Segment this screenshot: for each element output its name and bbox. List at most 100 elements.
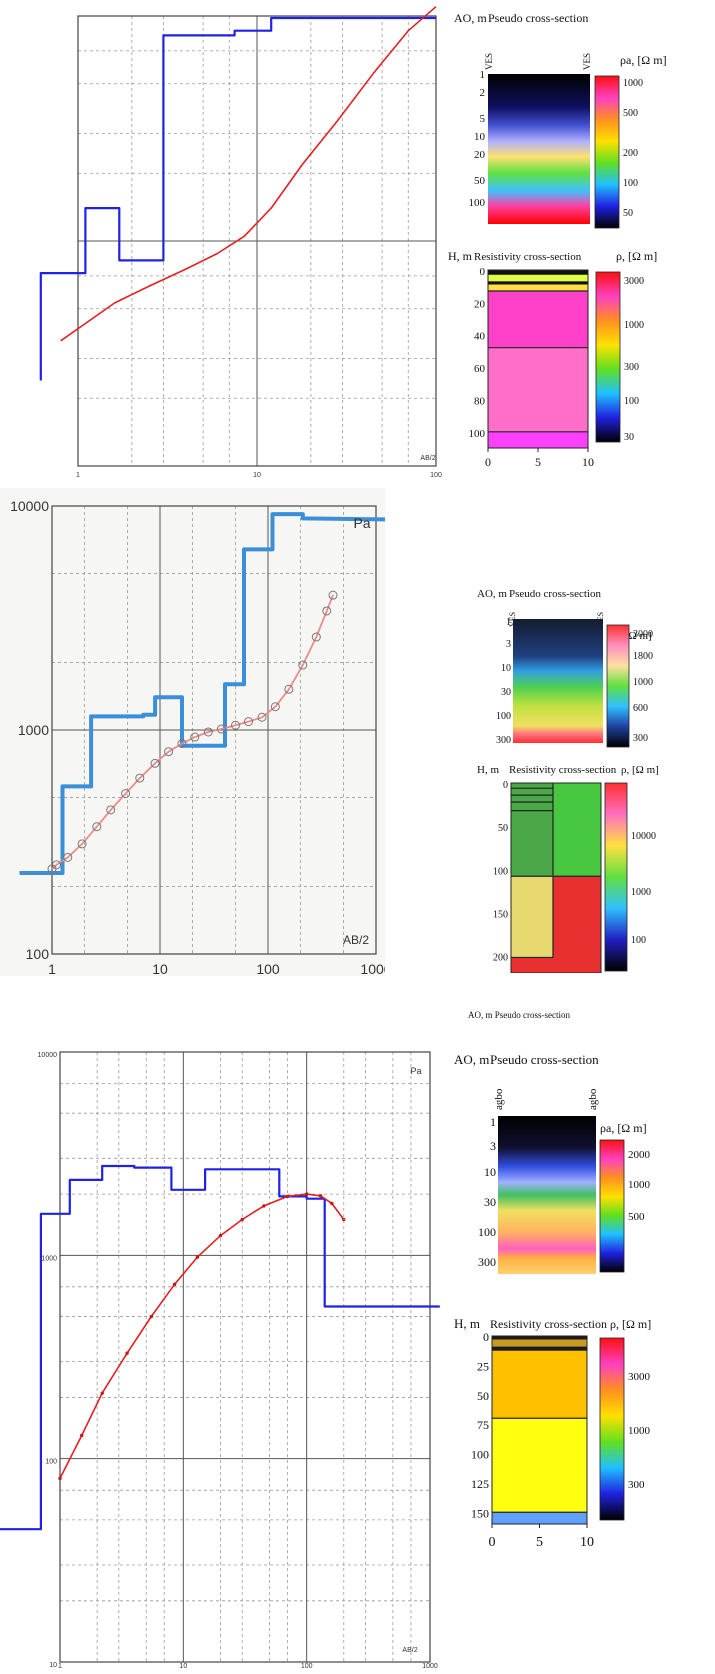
- series-line-2: [60, 6, 437, 342]
- depth-tick-label: 3: [506, 639, 511, 650]
- depth-tick-label: 25: [477, 1359, 489, 1373]
- x-tick-label: 1000: [360, 961, 385, 976]
- depth-tick-label: 200: [493, 953, 508, 964]
- series-line-1: [39, 16, 436, 381]
- data-point: [164, 747, 174, 757]
- scale-tick-label: 500: [628, 1211, 645, 1223]
- panel-title: Pseudo cross-section: [488, 11, 588, 25]
- left-label: agbo: [493, 1088, 505, 1110]
- scale-tick-label: 1000: [628, 1425, 651, 1437]
- section-frame: [510, 782, 602, 973]
- scale-tick-label: 1000: [631, 887, 651, 898]
- series-label: Pa: [353, 515, 370, 531]
- panel-title: Resistivity cross-section: [509, 764, 617, 776]
- depth-tick-label: 150: [493, 910, 508, 921]
- data-point: [257, 712, 267, 722]
- x-tick-label: 10: [179, 1663, 187, 1670]
- color-scale-bar: [599, 1337, 625, 1521]
- layer: [488, 291, 588, 348]
- x-tick-label: 5: [535, 455, 541, 469]
- ves-curve-2: 1 10 100 1000 100 1000 10000 Pa AB/2: [0, 488, 385, 976]
- panel-title: Pseudo cross-section: [509, 588, 601, 600]
- data-point: [135, 773, 145, 783]
- depth-tick-label: 300: [478, 1255, 496, 1269]
- y-tick-label: 10000: [10, 498, 49, 514]
- data-point: [262, 1204, 266, 1208]
- data-point: [342, 1217, 346, 1222]
- panel-title: Resistivity cross-section: [490, 1317, 607, 1331]
- scale-tick-label: 100: [624, 396, 639, 407]
- depth-tick-label: 50: [498, 823, 508, 834]
- depth-tick-label: 0: [483, 1330, 489, 1344]
- pseudo-section-fill: [513, 619, 603, 743]
- depth-tick-label: 60: [474, 363, 486, 375]
- depth-tick-label: 100: [496, 711, 511, 722]
- scale-tick-label: 2000: [628, 1149, 651, 1161]
- data-point: [80, 1433, 84, 1438]
- depth-tick-label: 1: [490, 1115, 496, 1129]
- scale-tick-label: 100: [623, 178, 638, 189]
- depth-tick-label: 0: [503, 780, 508, 791]
- data-point: [304, 1192, 309, 1196]
- x-tick-label: 1: [58, 1663, 62, 1670]
- depth-tick-label: 30: [484, 1195, 496, 1209]
- depth-tick-label: 75: [477, 1418, 489, 1432]
- scale-tick-label: 1000: [633, 677, 653, 688]
- layer: [492, 1339, 587, 1347]
- data-point: [216, 724, 226, 734]
- depth-tick-label: 100: [469, 197, 486, 209]
- depth-tick-label: 50: [474, 175, 486, 187]
- x-tick-label: 5: [536, 1535, 543, 1550]
- data-point: [270, 702, 280, 712]
- scale-tick-label: 3000: [633, 629, 653, 640]
- y-tick-label: 1000: [41, 1255, 57, 1262]
- x-tick-label: 0: [489, 1535, 496, 1550]
- data-point: [322, 606, 332, 616]
- scale-label: ρ, [Ω m]: [621, 764, 659, 776]
- ves-curve-3: 1 10 100 1000 10 100 1000 10000 Pa AB/2: [0, 1030, 450, 1670]
- depth-tick-label: 100: [493, 866, 508, 877]
- scale-tick-label: 50: [623, 208, 633, 219]
- data-point: [230, 720, 240, 730]
- y-tick-label: 10: [49, 1662, 57, 1669]
- series-line-2: [51, 594, 334, 870]
- depth-tick-label: 10: [484, 1165, 496, 1179]
- data-point: [63, 852, 73, 862]
- scale-label: ρ, [Ω m]: [610, 1317, 651, 1331]
- depth-tick-label: 0: [480, 266, 486, 278]
- resistivity-section-1: H, m Resistivity cross-section ρ, [Ω m] 0 20…: [440, 240, 715, 480]
- axis-title: H, m: [454, 1316, 480, 1331]
- x-tick-label: 1: [76, 472, 80, 479]
- data-point: [77, 839, 87, 849]
- data-point: [298, 660, 308, 670]
- layer: [492, 1512, 587, 1524]
- scale-tick-label: 300: [633, 733, 648, 744]
- x-tick-label: 100: [301, 1663, 313, 1670]
- layer: [488, 274, 588, 282]
- scale-tick-label: 30: [624, 432, 634, 443]
- layer: [492, 1336, 587, 1340]
- plot-frame: [51, 505, 377, 955]
- data-point: [149, 1314, 154, 1319]
- series-line-2: [59, 1193, 345, 1479]
- scale-tick-label: 300: [628, 1479, 645, 1491]
- data-point: [100, 1391, 104, 1395]
- layer: [492, 1418, 587, 1513]
- scale-tick-label: 3000: [628, 1371, 651, 1383]
- x-tick-label: 1: [48, 961, 56, 976]
- scale-tick-label: 500: [623, 108, 638, 119]
- data-point: [51, 860, 61, 870]
- data-point: [172, 1282, 177, 1287]
- depth-tick-label: 20: [474, 149, 486, 161]
- scale-label: ρa, [Ω m]: [600, 1121, 647, 1135]
- x-tick-label: 0: [485, 455, 491, 469]
- x-axis-label: AB/2: [343, 933, 369, 947]
- data-point: [218, 1233, 223, 1238]
- pseudo-section-1: AO, m Pseudo cross-section VES VES 1 2 5 10 20 50…: [440, 0, 715, 235]
- data-point: [330, 1201, 334, 1206]
- layer: [488, 281, 588, 285]
- x-tick-label: 10: [253, 472, 261, 479]
- y-tick-label: 100: [45, 1459, 57, 1466]
- layer: [492, 1346, 587, 1351]
